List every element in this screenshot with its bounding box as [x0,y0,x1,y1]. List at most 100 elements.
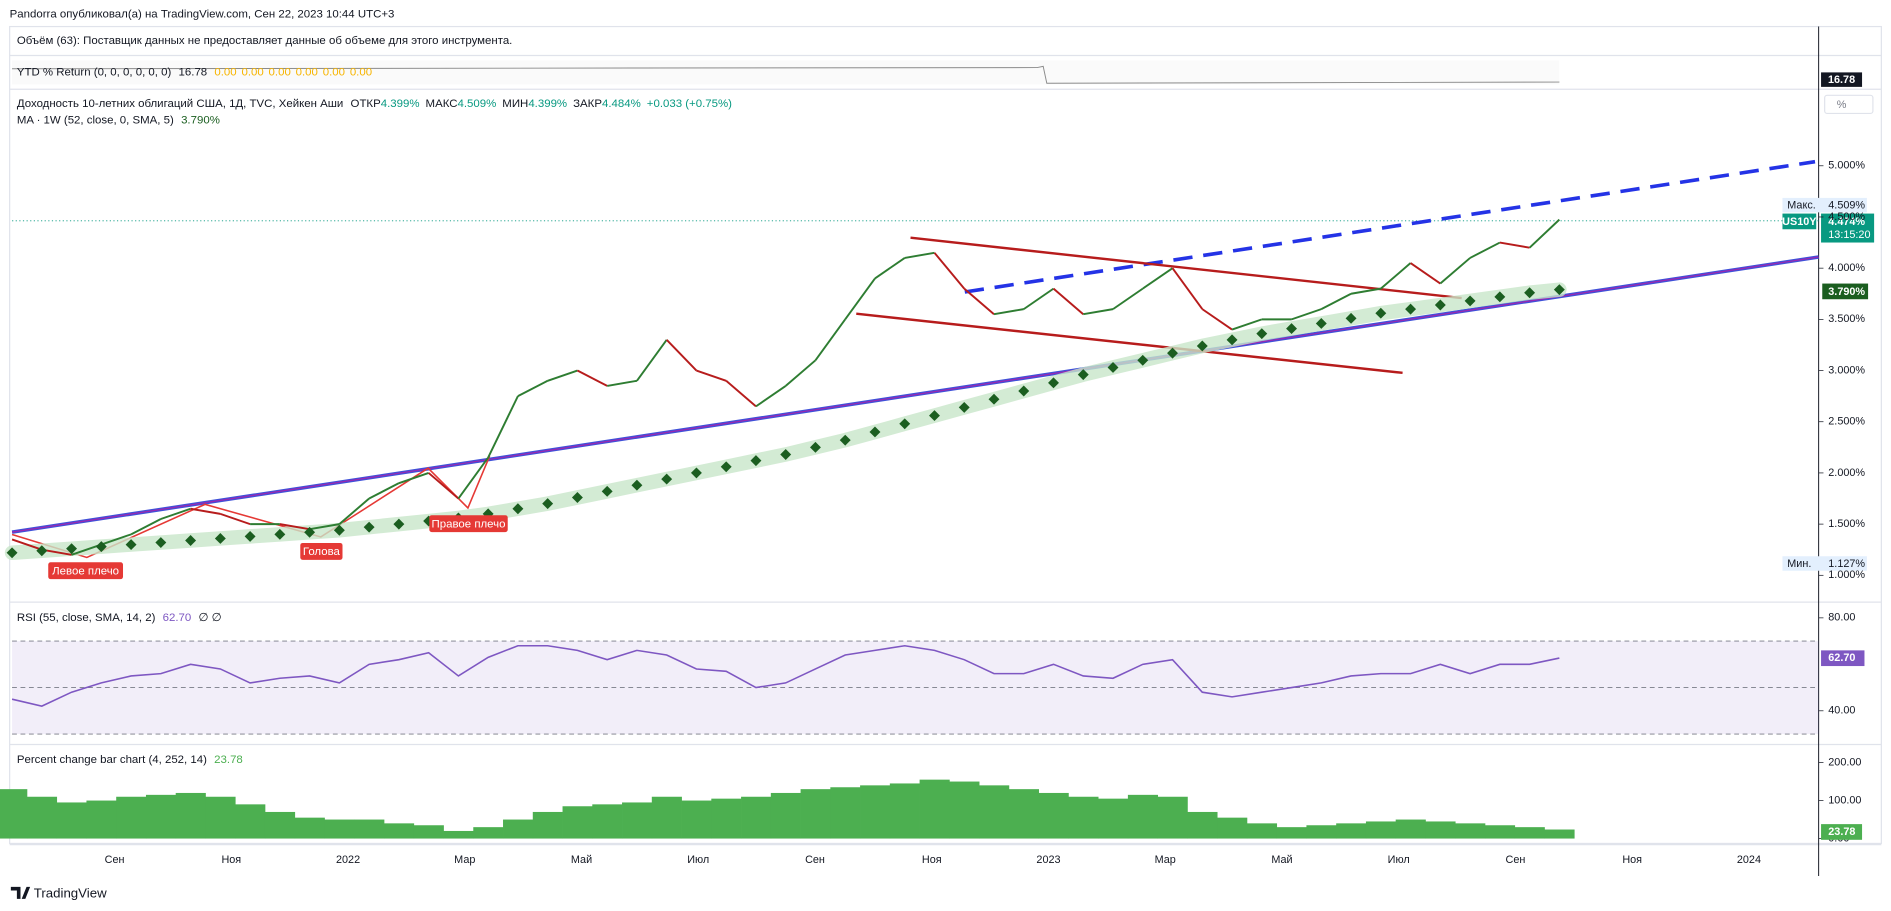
ma-diamond [1196,340,1208,352]
price-segment [963,287,995,315]
price-segment [547,369,578,382]
price-segment [1023,287,1055,310]
ytd-line [12,65,1560,84]
ma-diamond [304,526,316,538]
ytd-axis-box [1821,72,1863,87]
y-tick-label: 3.000% [1828,364,1865,376]
price-segment [665,339,698,372]
pct-bar [860,785,891,839]
low: 4.399% [528,98,567,110]
ytd-title: YTD % Return (0, 0, 0, 0, 0, 0) [17,66,172,78]
price-segment [1142,267,1174,290]
price-segment [1171,267,1204,310]
pct-bar [86,800,117,839]
price-segment [1469,241,1501,259]
price-segment [428,472,460,500]
y-tick-label: 5.000% [1828,160,1865,172]
price-segment [993,308,1024,316]
ma-diamond [185,535,197,546]
price-segment [279,523,310,531]
close: 4.484% [602,98,641,110]
pct-bar [949,781,980,839]
price-segment [1201,308,1233,331]
price-segment [1052,287,1084,315]
price-segment [101,533,132,546]
pct-axis-box [1821,824,1863,840]
ma-diamond [780,449,792,460]
pct-bar [503,819,534,839]
pct-bar [1068,796,1099,839]
low-axis-value: 1.127% [1828,558,1865,570]
pct-bar [592,804,623,839]
pct-bar [116,796,147,839]
price-segment [1350,287,1381,295]
rsi-extra: ∅ ∅ [199,612,222,624]
ma-diamond [1375,307,1387,319]
ma-diamond [36,545,48,557]
logo-shape [10,886,31,899]
x-tick-label: 2023 [1036,854,1060,866]
pct-bar [56,802,87,839]
y-tick-label: 2.500% [1828,416,1865,428]
pct-bar [532,811,563,839]
x-tick-label: Май [571,854,592,866]
annotation-box [48,562,124,580]
unit-button[interactable] [1824,94,1874,115]
pct-axis-label: 23.78 [1828,826,1855,838]
pct-bar [1306,825,1337,839]
change: +0.033 (+0.75%) [647,98,732,110]
low-axis-box [1782,556,1867,571]
annotation: Правое плечо [432,518,506,530]
x-tick-label: Сен [805,854,825,866]
pct-bar [651,796,682,839]
price-segment [814,318,846,361]
ma-diamond [839,434,851,446]
price-segment [636,339,668,382]
high-axis-box [1782,197,1867,213]
price-segment [1439,257,1471,285]
high: 4.509% [457,98,496,110]
ma-diamond [631,479,643,491]
pct-bar [741,796,772,839]
pct-bar [919,779,950,839]
y-tick-label: 4.000% [1828,262,1865,274]
pct-bar [443,830,474,839]
rsi-line [11,644,1560,707]
unit-button-label[interactable]: % [1837,99,1847,111]
y-tick-label: 200.00 [1828,756,1861,768]
pct-bar [1544,829,1575,839]
ma-diamond [393,518,405,530]
price-segment [696,369,727,382]
x-tick-label: Сен [105,854,125,866]
price-segment [398,472,429,485]
ma-axis-box [1822,283,1869,300]
ma-diamond [1167,347,1178,359]
x-tick-label: Ноя [1622,854,1642,866]
pct-bar [0,789,28,839]
rsi-axis-label: 62.70 [1828,652,1855,664]
dashed-trend-line [964,159,1816,294]
main-legend: Доходность 10-летних облигаций США, 1Д, … [17,98,732,110]
volume-legend: Объём (63): Поставщик данных не предоста… [17,35,512,47]
price-segment [309,523,340,531]
price-segment [1291,308,1322,321]
pct-bar [1484,825,1516,839]
ma-diamond [869,426,881,438]
x-tick-label: Июл [687,854,709,866]
y-tick-label: 2.000% [1828,467,1865,479]
price-segment [1410,262,1441,285]
pct-bar [889,783,920,839]
x-tick-label: 2022 [336,854,360,866]
pct-bar [1157,796,1188,839]
x-tick-label: Мар [1155,854,1176,866]
price-segment [1528,218,1561,249]
x-tick-label: Ноя [221,854,241,866]
pct-bar [1455,823,1486,839]
x-tick-label: 2024 [1737,854,1761,866]
price-segment [190,507,221,515]
last-price-box [1821,213,1875,243]
price-segment [457,456,489,500]
low-axis-label: Мин. [1787,558,1811,570]
